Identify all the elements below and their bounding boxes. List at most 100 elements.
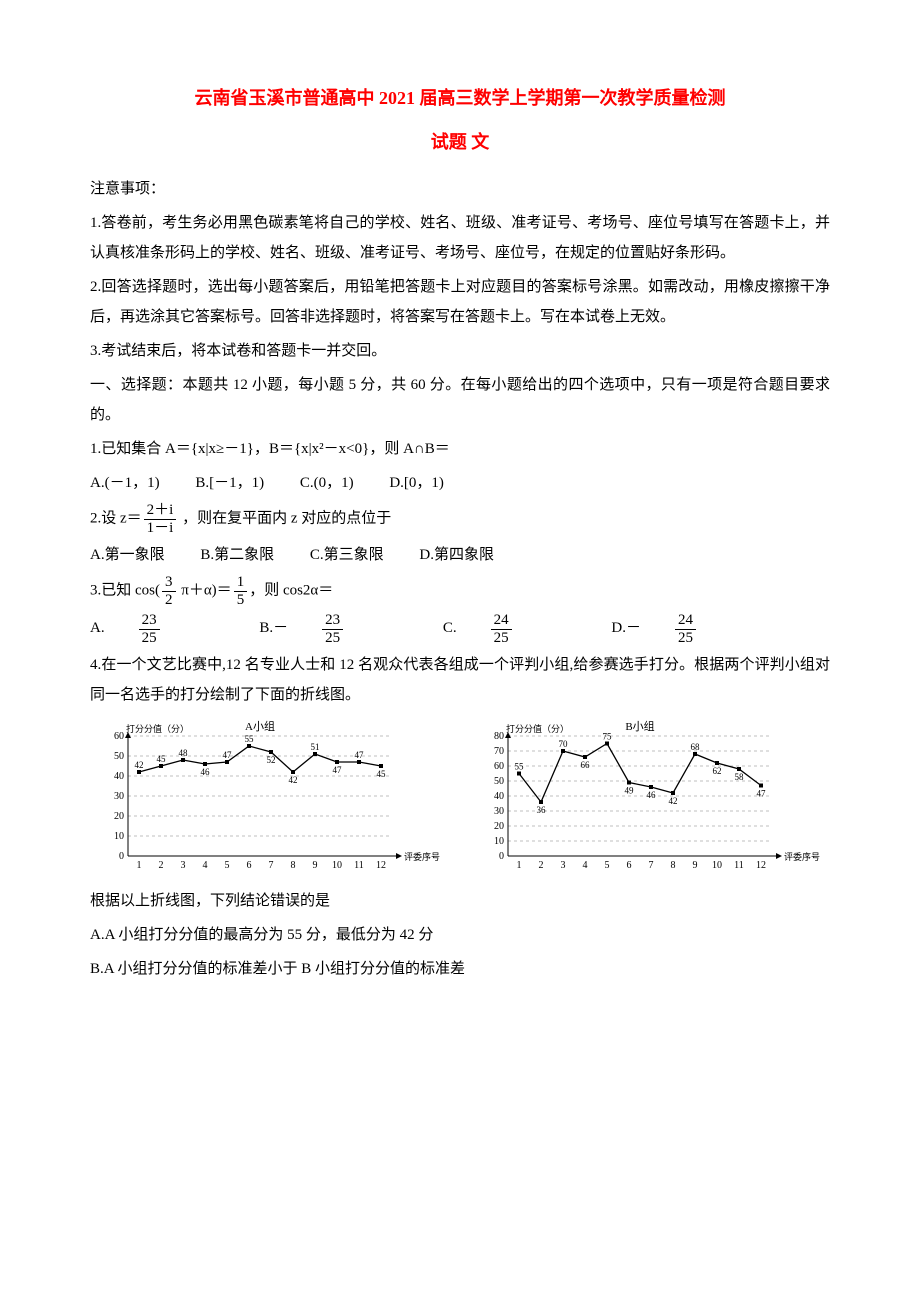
- svg-text:6: 6: [627, 860, 632, 871]
- svg-text:A小组: A小组: [245, 719, 275, 733]
- svg-text:8: 8: [291, 860, 296, 871]
- q3-b-frac: 2325: [322, 612, 375, 646]
- svg-text:10: 10: [712, 860, 722, 871]
- svg-text:9: 9: [693, 860, 698, 871]
- chart-a: A小组打分分值（分）010203040506012345678910111242…: [90, 718, 450, 878]
- q3-opt-d: D.－ 2425: [611, 612, 760, 646]
- svg-text:70: 70: [559, 739, 569, 749]
- svg-text:4: 4: [583, 860, 588, 871]
- svg-text:10: 10: [494, 836, 504, 847]
- svg-text:11: 11: [734, 860, 744, 871]
- svg-text:42: 42: [669, 796, 678, 806]
- svg-text:46: 46: [647, 790, 657, 800]
- svg-text:打分分值（分）: 打分分值（分）: [506, 723, 569, 734]
- q3-a-pre: A.: [90, 613, 105, 643]
- q3-f2-num: 1: [234, 574, 248, 592]
- q2-prefix: 2.设 z＝: [90, 510, 142, 526]
- q3-b-pre: B.－: [259, 613, 288, 643]
- q3-a-num: 23: [139, 612, 160, 630]
- q2-frac-num: 2＋i: [144, 502, 177, 520]
- svg-text:80: 80: [494, 731, 504, 742]
- svg-text:70: 70: [494, 746, 504, 757]
- svg-text:1: 1: [517, 860, 522, 871]
- svg-text:10: 10: [332, 860, 342, 871]
- q3-a-frac: 2325: [139, 612, 192, 646]
- svg-text:58: 58: [735, 772, 745, 782]
- svg-text:20: 20: [114, 811, 124, 822]
- svg-text:4: 4: [203, 860, 208, 871]
- svg-text:2: 2: [539, 860, 544, 871]
- svg-text:51: 51: [311, 742, 320, 752]
- q3-d-frac: 2425: [675, 612, 728, 646]
- q3-c-den: 25: [491, 630, 512, 647]
- notice-header: 注意事项：: [90, 174, 830, 204]
- svg-text:12: 12: [376, 860, 386, 871]
- q3-options: A.2325 B.－2325 C.2425 D.－2425: [90, 612, 830, 646]
- charts-row: A小组打分分值（分）010203040506012345678910111242…: [90, 718, 830, 878]
- svg-text:55: 55: [515, 762, 525, 772]
- svg-text:3: 3: [181, 860, 186, 871]
- svg-text:评委序号: 评委序号: [404, 851, 440, 862]
- svg-text:评委序号: 评委序号: [784, 851, 820, 862]
- q3-c-num: 24: [491, 612, 512, 630]
- svg-text:47: 47: [757, 789, 767, 799]
- svg-text:60: 60: [114, 731, 124, 742]
- q3-b-num: 23: [322, 612, 343, 630]
- q3-b-den: 25: [322, 630, 343, 647]
- q2-fraction: 2＋i1－i: [144, 502, 177, 536]
- q3-d-pre: D.－: [611, 613, 641, 643]
- q2-frac-den: 1－i: [144, 520, 177, 537]
- q2-opt-d: D.第四象限: [419, 540, 494, 570]
- q1-opt-a: A.(－1，1): [90, 468, 160, 498]
- svg-text:42: 42: [135, 760, 144, 770]
- chart-a-svg: A小组打分分值（分）010203040506012345678910111242…: [90, 718, 450, 878]
- q2-suffix: ，则在复平面内 z 对应的点位于: [178, 510, 391, 526]
- q1-stem: 1.已知集合 A＝{x|x≥－1}，B＝{x|x²－x<0}，则 A∩B＝: [90, 434, 830, 464]
- svg-text:7: 7: [269, 860, 274, 871]
- q3-frac1: 32: [162, 574, 176, 608]
- q3-f1-num: 3: [162, 574, 176, 592]
- svg-text:60: 60: [494, 761, 504, 772]
- q1-opt-c: C.(0，1): [300, 468, 354, 498]
- svg-text:30: 30: [494, 806, 504, 817]
- svg-text:5: 5: [225, 860, 230, 871]
- svg-text:5: 5: [605, 860, 610, 871]
- q3-opt-a: A. 2325: [90, 612, 224, 646]
- q2-stem: 2.设 z＝2＋i1－i ，则在复平面内 z 对应的点位于: [90, 502, 830, 536]
- svg-text:52: 52: [267, 755, 276, 765]
- svg-text:66: 66: [581, 760, 591, 770]
- svg-text:7: 7: [649, 860, 654, 871]
- q3-a-den: 25: [139, 630, 160, 647]
- svg-text:12: 12: [756, 860, 766, 871]
- svg-text:45: 45: [377, 769, 387, 779]
- svg-text:50: 50: [114, 751, 124, 762]
- svg-text:10: 10: [114, 831, 124, 842]
- svg-text:8: 8: [671, 860, 676, 871]
- svg-text:47: 47: [355, 750, 365, 760]
- q4-after: 根据以上折线图，下列结论错误的是: [90, 886, 830, 916]
- svg-text:0: 0: [499, 851, 504, 862]
- q3-f1-den: 2: [162, 592, 176, 609]
- q3-mid: π＋α)＝: [178, 582, 232, 598]
- svg-text:75: 75: [603, 732, 613, 742]
- svg-text:3: 3: [561, 860, 566, 871]
- q3-f2-den: 5: [234, 592, 248, 609]
- svg-text:9: 9: [313, 860, 318, 871]
- q4-stem: 4.在一个文艺比赛中,12 名专业人士和 12 名观众代表各组成一个评判小组,给…: [90, 650, 830, 710]
- q2-opt-c: C.第三象限: [310, 540, 384, 570]
- svg-text:62: 62: [713, 766, 722, 776]
- svg-text:B小组: B小组: [625, 719, 654, 733]
- svg-text:48: 48: [179, 748, 189, 758]
- chart-b-svg: B小组打分分值（分）010203040506070801234567891011…: [470, 718, 830, 878]
- q3-stem: 3.已知 cos(32 π＋α)＝15，则 cos2α＝: [90, 574, 830, 608]
- svg-text:47: 47: [333, 765, 343, 775]
- notice-2: 2.回答选择题时，选出每小题答案后，用铅笔把答题卡上对应题目的答案标号涂黑。如需…: [90, 272, 830, 332]
- svg-text:20: 20: [494, 821, 504, 832]
- svg-text:55: 55: [245, 734, 255, 744]
- svg-text:0: 0: [119, 851, 124, 862]
- notice-3: 3.考试结束后，将本试卷和答题卡一并交回。: [90, 336, 830, 366]
- q2-opt-b: B.第二象限: [200, 540, 274, 570]
- q3-prefix: 3.已知 cos(: [90, 582, 160, 598]
- chart-b: B小组打分分值（分）010203040506070801234567891011…: [470, 718, 830, 878]
- svg-text:2: 2: [159, 860, 164, 871]
